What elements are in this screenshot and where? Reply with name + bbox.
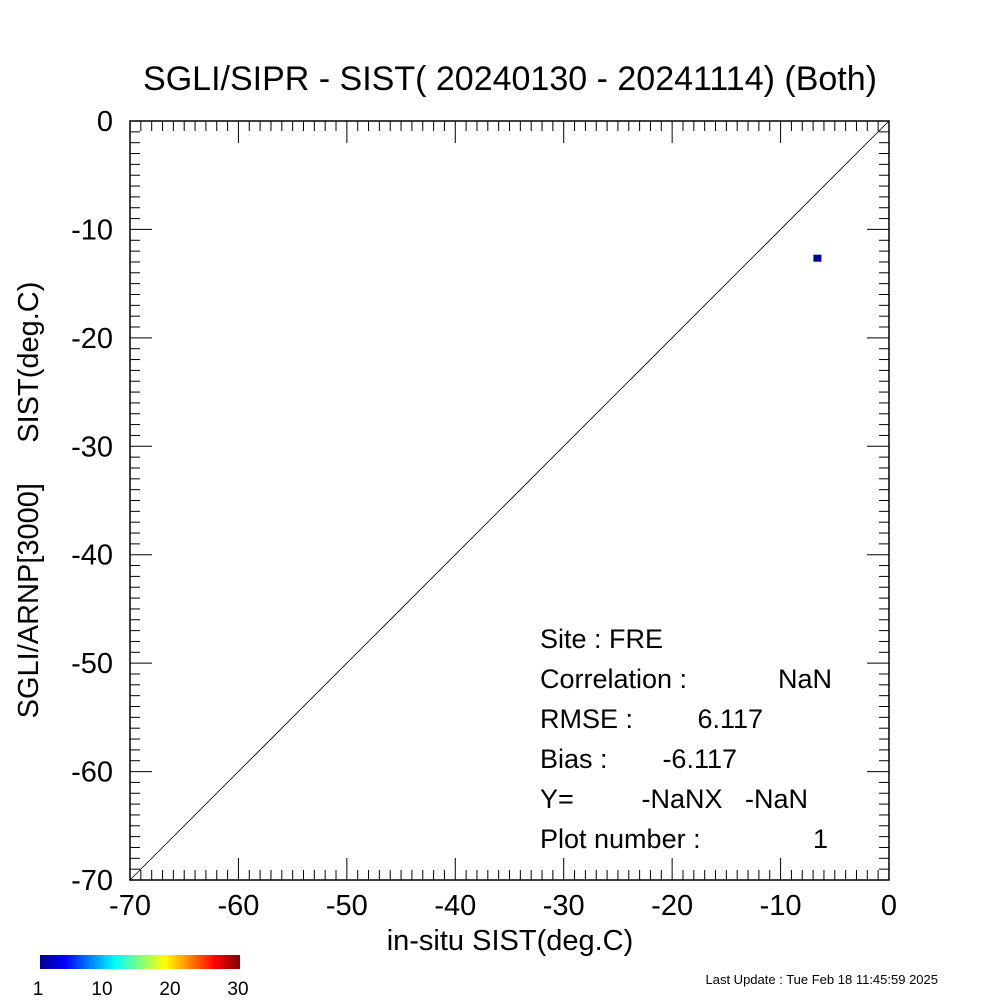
colorbar-tick-label: 1 — [33, 979, 44, 1000]
x-tick-labels: -70 -60 -50 -40 -30 -20 -10 0 — [109, 890, 897, 922]
x-tick-label: -70 — [109, 890, 151, 922]
x-tick-label: -40 — [434, 890, 476, 922]
colorbar-tick-labels: 1 10 20 30 — [33, 979, 249, 1000]
plot-frame — [129, 120, 890, 881]
y-tick-label: -70 — [71, 865, 113, 897]
colorbar-tick-label: 20 — [159, 979, 180, 1000]
colorbar — [40, 955, 240, 969]
colorbar-tick-label: 30 — [227, 979, 248, 1000]
stat-label: RMSE : — [540, 704, 633, 734]
y-tick-label: 0 — [97, 106, 113, 138]
stat-label: Correlation : — [540, 664, 687, 694]
last-update-text: Last Update : Tue Feb 18 11:45:59 2025 — [706, 972, 939, 987]
x-tick-label: -60 — [217, 890, 259, 922]
stat-value: 6.117 — [697, 704, 763, 734]
stat-value: NaN — [778, 664, 832, 694]
y-tick-label: -10 — [71, 214, 113, 246]
chart-title: SGLI/SIPR - SIST( 20240130 - 20241114) (… — [143, 60, 877, 98]
stat-label: Bias : — [540, 744, 608, 774]
x-tick-label: -50 — [326, 890, 368, 922]
x-axis-label: in-situ SIST(deg.C) — [387, 925, 634, 957]
x-tick-label: 0 — [881, 890, 897, 922]
y-tick-label: -40 — [71, 540, 113, 572]
stat-value: -6.117 — [662, 744, 737, 774]
one-to-one-line — [129, 120, 890, 881]
stat-label: Plot number : — [540, 824, 701, 854]
stat-label: Y= — [540, 784, 574, 814]
stats-box: Site : FRE Correlation : NaN RMSE : 6.117 Bia… — [540, 624, 832, 854]
data-point — [813, 254, 822, 262]
y-axis-label: SGLI/ARNP[3000] SIST(deg.C) — [13, 282, 45, 719]
colorbar-tick-label: 10 — [91, 979, 112, 1000]
y-tick-label: -50 — [71, 648, 113, 680]
data-points — [813, 254, 822, 262]
stat-value: -NaNX -NaN — [641, 784, 808, 814]
y-tick-label: -30 — [71, 431, 113, 463]
y-tick-labels: 0 -10 -20 -30 -40 -50 -60 -70 — [71, 106, 113, 897]
x-tick-label: -20 — [651, 890, 693, 922]
y-tick-label: -20 — [71, 323, 113, 355]
y-tick-label: -60 — [71, 757, 113, 789]
x-tick-label: -30 — [543, 890, 585, 922]
stat-value: 1 — [813, 824, 828, 854]
stat-label: Site : FRE — [540, 624, 663, 654]
x-tick-label: -10 — [760, 890, 802, 922]
